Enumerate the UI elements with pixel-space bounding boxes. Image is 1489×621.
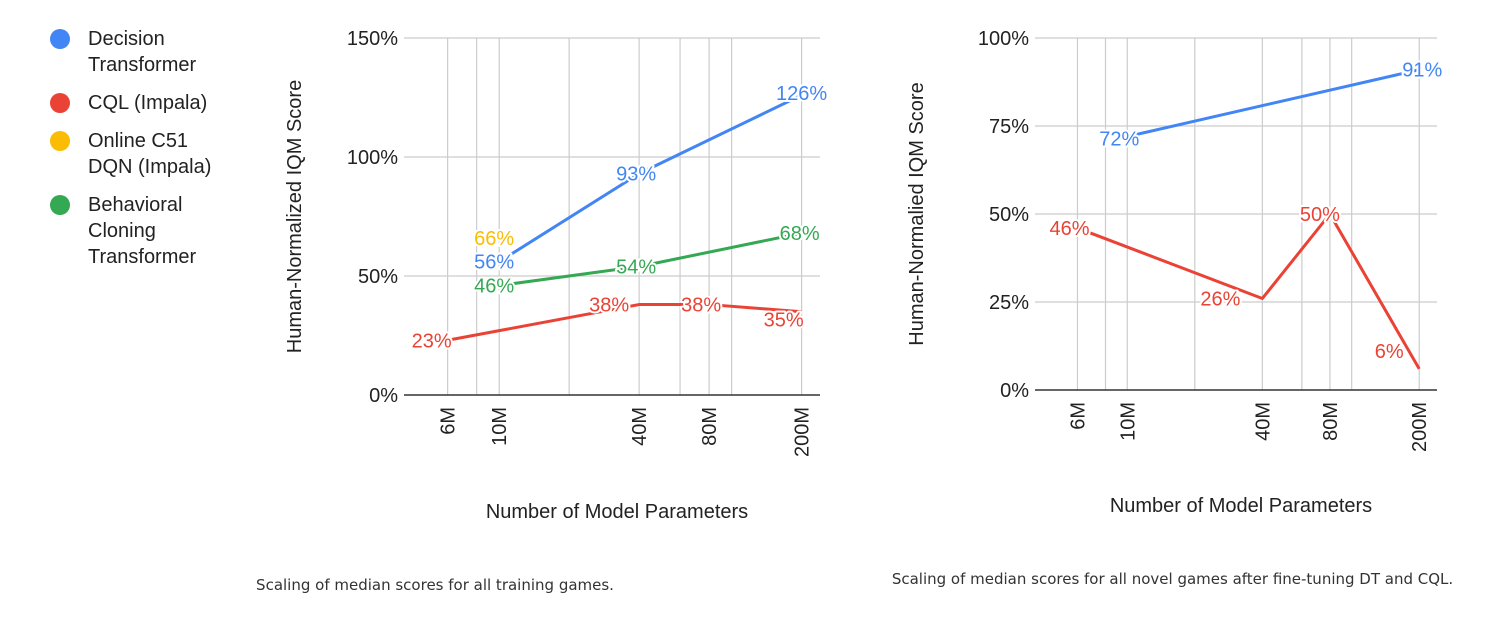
data-label: 68% — [780, 223, 820, 245]
x-tick-label: 80M — [1320, 402, 1342, 441]
legend-label: CQL (Impala) — [88, 92, 208, 114]
data-label: 6% — [1375, 341, 1404, 363]
x-tick-label: 6M — [438, 407, 460, 435]
legend-item-decision-transformer: Decision Transformer — [50, 26, 270, 78]
legend-dot-icon — [50, 131, 70, 151]
data-label: 46% — [1049, 218, 1089, 240]
legend-dot-icon — [50, 195, 70, 215]
series-line — [498, 231, 802, 288]
y-tick-label: 0% — [369, 385, 398, 407]
legend-dot-icon — [50, 93, 70, 113]
x-tick-label: 40M — [1252, 402, 1274, 441]
data-label: 54% — [616, 256, 656, 278]
training-games-chart: 0% 50% 100% 150% 6M 10M 40M 80M 200M Number of Mo… — [284, 28, 829, 523]
data-label: 93% — [616, 164, 656, 186]
x-tick-label: 80M — [699, 407, 721, 446]
x-tick-label: 10M — [1117, 402, 1139, 441]
chart-legend: Decision Transformer CQL (Impala) Online… — [50, 26, 270, 282]
legend-item-cql: CQL (Impala) — [50, 90, 270, 116]
y-axis-title: Human-Normalized IQM Score — [284, 80, 306, 353]
data-label: 35% — [764, 310, 804, 332]
data-label: 91% — [1402, 60, 1442, 82]
novel-games-chart: 0% 25% 50% 75% 100% 6M 10M 40M 80M 200M Number of … — [906, 28, 1444, 517]
series-line — [1126, 68, 1420, 139]
data-label: 23% — [412, 330, 452, 352]
legend-label: Decision Transformer — [88, 28, 197, 76]
x-tick-label: 40M — [629, 407, 651, 446]
data-label: 38% — [681, 295, 721, 317]
legend-dot-icon — [50, 29, 70, 49]
x-tick-label: 200M — [1409, 402, 1431, 452]
data-label: 72% — [1099, 129, 1139, 151]
x-axis-title: Number of Model Parameters — [486, 501, 748, 523]
legend-label: Online C51 DQN (Impala) — [88, 130, 212, 178]
y-axis-title: Human-Normalied IQM Score — [906, 82, 928, 345]
data-label: 50% — [1300, 204, 1340, 226]
legend-item-online-c51: Online C51 DQN (Impala) — [50, 128, 270, 180]
y-tick-label: 50% — [989, 204, 1029, 226]
y-tick-label: 75% — [989, 116, 1029, 138]
series-line — [1076, 212, 1421, 370]
data-label: 26% — [1200, 288, 1240, 310]
caption-training-games: Scaling of median scores for all trainin… — [256, 576, 614, 594]
y-tick-label: 150% — [347, 28, 398, 50]
data-label: 126% — [776, 83, 827, 105]
y-tick-label: 50% — [358, 266, 398, 288]
data-label: 46% — [474, 276, 514, 298]
x-tick-label: 10M — [489, 407, 511, 446]
y-tick-label: 100% — [347, 147, 398, 169]
y-tick-label: 0% — [1000, 380, 1029, 402]
x-axis-title: Number of Model Parameters — [1110, 495, 1372, 517]
x-tick-label: 200M — [792, 407, 814, 457]
caption-novel-games: Scaling of median scores for all novel g… — [891, 570, 1454, 588]
data-label: 38% — [589, 295, 629, 317]
series-line — [447, 303, 802, 342]
x-tick-label: 6M — [1067, 402, 1089, 430]
y-tick-label: 25% — [989, 292, 1029, 314]
data-label: 56% — [474, 252, 514, 274]
y-tick-label: 100% — [978, 28, 1029, 50]
series-line — [498, 93, 803, 263]
legend-label: Behavioral Cloning Transformer — [88, 194, 197, 268]
data-label: 66% — [474, 228, 514, 250]
legend-item-bc-transformer: Behavioral Cloning Transformer — [50, 192, 270, 270]
